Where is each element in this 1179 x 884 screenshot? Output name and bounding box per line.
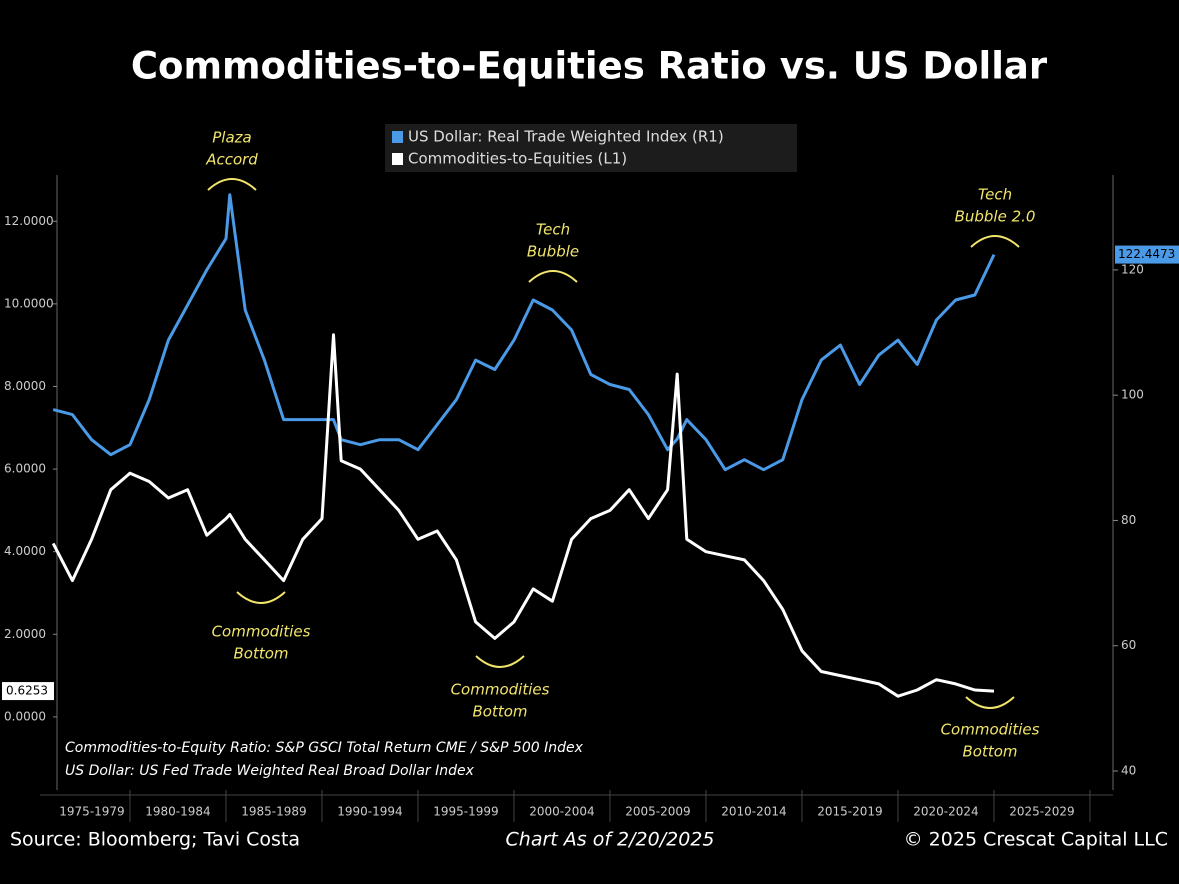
x-tick-label: 2010-2014 — [721, 805, 786, 819]
y2-tick-label: 60 — [1121, 638, 1136, 652]
annotation: Bubble 2.0 — [955, 208, 1036, 226]
series-line — [52, 193, 996, 472]
annotation-arc — [965, 696, 1015, 709]
annotation: Commodities — [941, 721, 1040, 739]
annotation: Commodities — [212, 623, 311, 641]
y2-tick-label: 80 — [1121, 513, 1136, 527]
annotation-arc — [475, 655, 525, 668]
note: US Dollar: US Fed Trade Weighted Real Br… — [65, 763, 475, 779]
x-tick-label: 2000-2004 — [529, 805, 594, 819]
y-tick-label: 6.0000 — [4, 462, 46, 476]
last-value-label: 122.4473 — [1118, 247, 1175, 261]
y-tick-label: 8.0000 — [4, 379, 46, 393]
footer-copyright: © 2025 Crescat Capital LLC — [904, 829, 1168, 851]
annotation-arc — [970, 235, 1020, 248]
footer-source: Source: Bloomberg; Tavi Costa — [10, 829, 300, 851]
last-value-label: 0.6253 — [6, 684, 48, 698]
legend-label: Commodities-to-Equities (L1) — [408, 150, 627, 168]
annotation: Accord — [205, 151, 258, 169]
x-tick-label: 1990-1994 — [337, 805, 402, 819]
x-tick-label: 2005-2009 — [625, 805, 690, 819]
annotation: Commodities — [451, 681, 550, 699]
x-tick-label: 1980-1984 — [145, 805, 210, 819]
legend — [385, 124, 797, 172]
y2-tick-label: 100 — [1121, 388, 1144, 402]
legend-label: US Dollar: Real Trade Weighted Index (R1… — [408, 128, 724, 146]
annotation-arc — [528, 270, 578, 283]
legend-swatch — [392, 131, 403, 143]
y2-tick-label: 40 — [1121, 764, 1136, 778]
footer-date: Chart As of 2/20/2025 — [506, 829, 715, 851]
x-tick-label: 2015-2019 — [817, 805, 882, 819]
annotation: Tech — [978, 186, 1012, 204]
annotation: Bottom — [962, 743, 1017, 761]
chart-title: Commodities-to-Equities Ratio vs. US Dol… — [131, 45, 1048, 88]
annotation: Bubble — [527, 243, 579, 261]
legend-swatch — [392, 153, 403, 165]
annotation-arc — [207, 178, 257, 191]
annotation: Plaza — [212, 129, 251, 147]
x-tick-label: 2025-2029 — [1009, 805, 1074, 819]
annotation: Bottom — [233, 645, 288, 663]
last-value-box — [1115, 245, 1179, 264]
annotation: Tech — [536, 221, 570, 239]
x-tick-label: 1995-1999 — [433, 805, 498, 819]
annotation-arc — [236, 591, 286, 604]
y-tick-label: 10.0000 — [4, 296, 54, 310]
y-tick-label: 12.0000 — [4, 214, 54, 228]
last-value-box — [2, 682, 54, 701]
y-tick-label: 0.0000 — [4, 709, 46, 723]
y-tick-label: 2.0000 — [4, 627, 46, 641]
x-tick-label: 2020-2024 — [913, 805, 978, 819]
x-tick-label: 1975-1979 — [59, 805, 124, 819]
note: Commodities-to-Equity Ratio: S&P GSCI To… — [65, 740, 584, 756]
series-line — [51, 333, 995, 698]
y2-tick-label: 120 — [1121, 262, 1144, 276]
y-tick-label: 4.0000 — [4, 544, 46, 558]
annotation: Bottom — [472, 703, 527, 721]
x-tick-label: 1985-1989 — [241, 805, 306, 819]
